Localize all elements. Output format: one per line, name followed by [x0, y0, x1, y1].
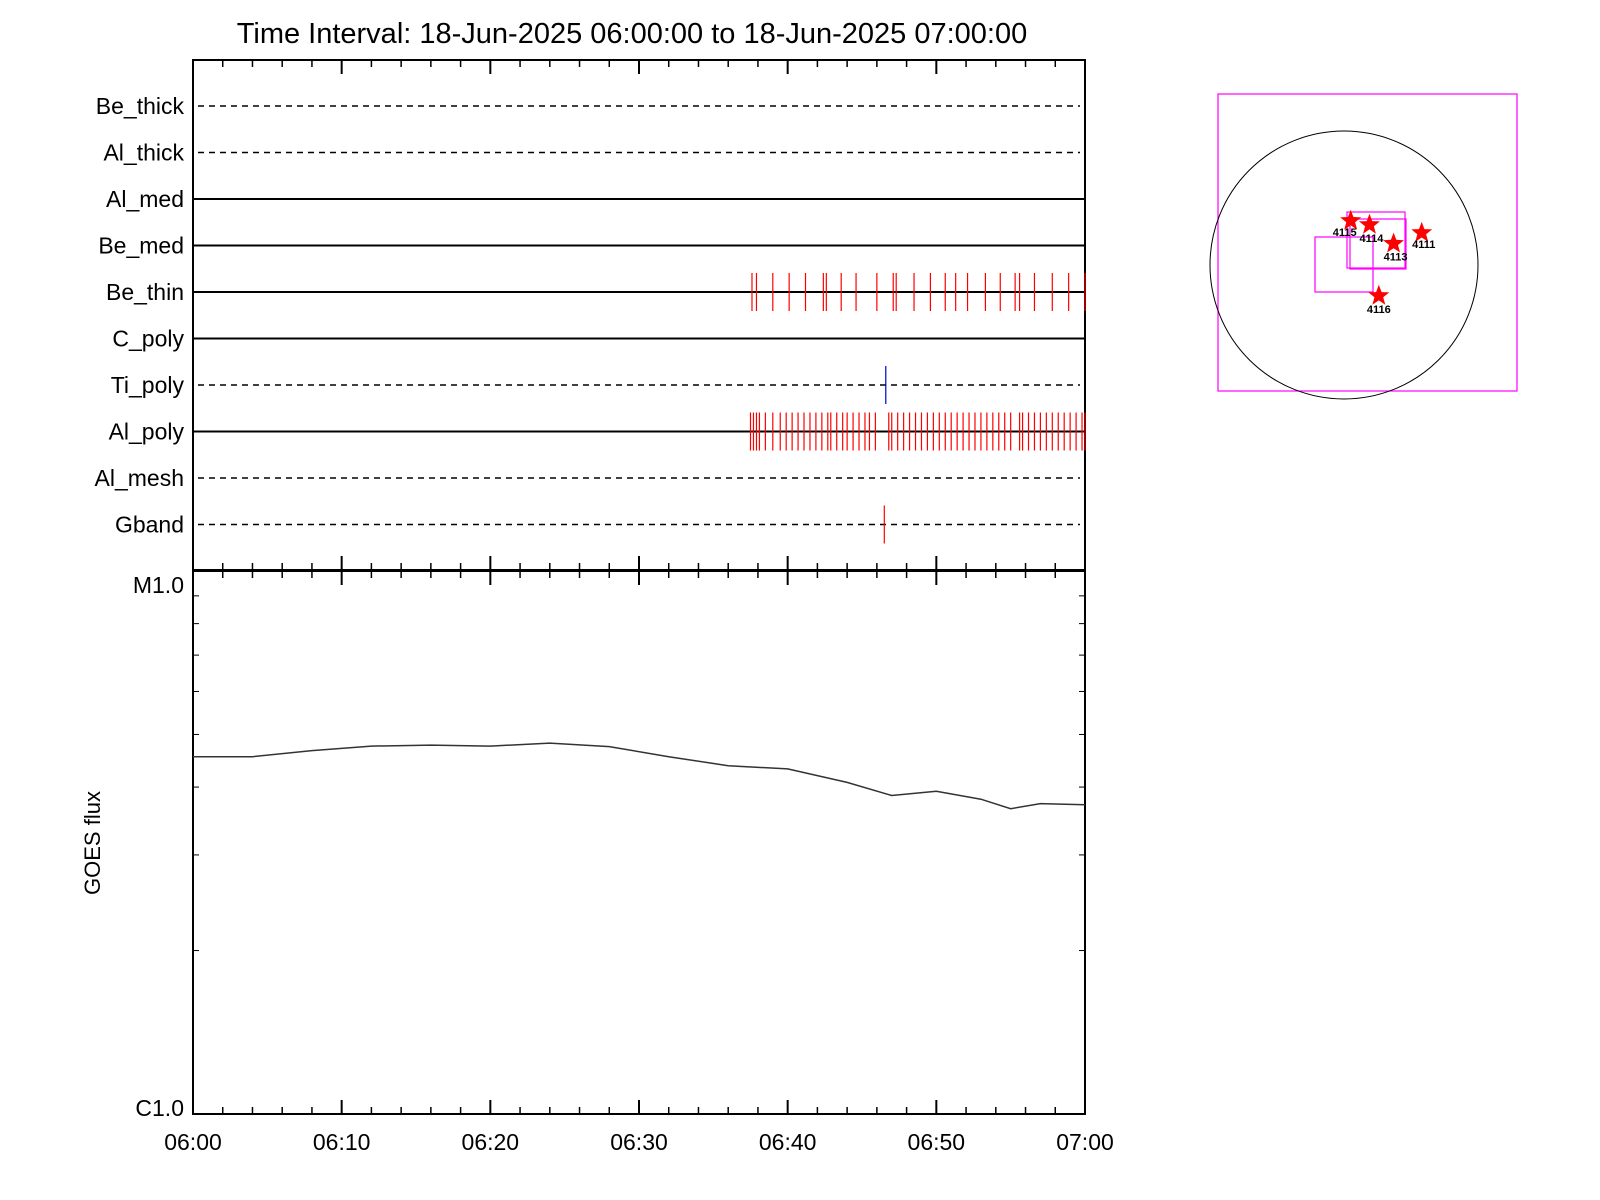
y-tick-label-top: M1.0 — [133, 572, 184, 598]
goes-panel-ticks — [192, 571, 1086, 1114]
active-region-label-4116: 4116 — [1367, 304, 1391, 316]
channel-label-al-mesh: Al_mesh — [95, 465, 184, 491]
active-region-star-4114 — [1359, 213, 1380, 234]
channel-label-al-med: Al_med — [106, 186, 184, 212]
channel-label-ti-poly: Ti_poly — [111, 372, 185, 398]
event-panel-ticks — [192, 60, 1086, 570]
channel-label-be-thin: Be_thin — [106, 279, 184, 305]
active-region-star-4111 — [1411, 221, 1433, 242]
channel-label-al-thick: Al_thick — [103, 140, 184, 166]
x-tick-label: 06:50 — [908, 1129, 966, 1155]
active-region-label-4115: 4115 — [1333, 227, 1357, 239]
channel-label-be-med: Be_med — [98, 233, 184, 259]
chart-title: Time Interval: 18-Jun-2025 06:00:00 to 1… — [237, 18, 1028, 50]
active-region-label-4113: 4113 — [1384, 252, 1408, 264]
channel-label-c-poly: C_poly — [112, 326, 184, 352]
channel-label-gband: Gband — [115, 512, 184, 538]
x-tick-label: 07:00 — [1056, 1129, 1114, 1155]
event-timeline-panel: Be_thick Al_thick Al_med Be_med Be_thin C_pol… — [95, 59, 1086, 571]
goes-flux-line — [193, 742, 1086, 810]
x-tick-label: 06:40 — [759, 1129, 817, 1155]
map-field-of-view-box — [1217, 93, 1518, 392]
x-tick-label: 06:20 — [462, 1129, 520, 1155]
x-tick-label: 06:10 — [313, 1129, 371, 1155]
channel-rows: Be_thick Al_thick Al_med Be_med Be_thin C_pol… — [95, 93, 1086, 544]
x-tick-labels: 06:00 06:10 06:20 06:30 06:40 06:50 07:00 — [164, 1129, 1114, 1155]
active-region-star-4116 — [1368, 284, 1390, 305]
active-region-label-4111: 4111 — [1412, 239, 1435, 251]
channel-label-al-poly: Al_poly — [109, 419, 185, 445]
region-box-2 — [1349, 218, 1407, 270]
channel-label-be-thick: Be_thick — [96, 93, 185, 119]
x-tick-label: 06:00 — [164, 1129, 222, 1155]
active-region-star-4115 — [1340, 209, 1362, 230]
solar-limb-circle — [1209, 130, 1479, 400]
active-region-star-4113 — [1383, 232, 1404, 253]
region-box-3 — [1314, 236, 1374, 293]
y-tick-label-bottom: C1.0 — [135, 1095, 184, 1121]
region-box-1 — [1346, 211, 1406, 269]
y-axis-label: GOES flux — [80, 791, 105, 895]
active-region-label-4114: 4114 — [1360, 233, 1385, 245]
x-tick-label: 06:30 — [610, 1129, 668, 1155]
goes-flux-panel: M1.0 C1.0 GOES flux 06:00 06:10 06:20 06:30… — [80, 570, 1114, 1155]
